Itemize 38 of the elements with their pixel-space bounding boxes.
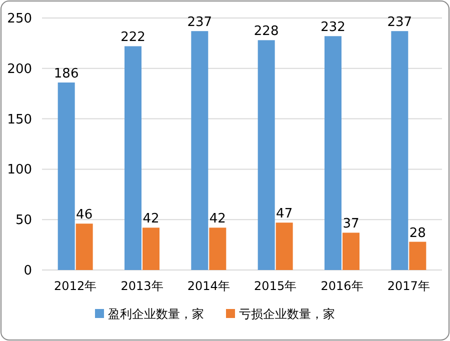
x-tick-label: 2013年: [120, 279, 164, 293]
bar: [209, 228, 226, 270]
data-label: 232: [320, 20, 346, 36]
x-tick-label: 2017年: [387, 279, 430, 293]
data-label: 47: [276, 206, 293, 222]
data-label: 222: [120, 30, 146, 46]
bar: [76, 224, 93, 270]
bar: [191, 31, 208, 270]
data-label: 237: [387, 15, 412, 30]
x-tick-label: 2014年: [187, 279, 230, 293]
x-tick-label: 2015年: [254, 279, 297, 293]
bar: [409, 242, 426, 270]
data-label: 237: [187, 15, 212, 30]
data-label: 37: [342, 216, 360, 232]
bar: [58, 82, 75, 270]
y-tick-label: 250: [7, 12, 32, 26]
y-tick-label: 200: [7, 62, 32, 77]
data-label: 28: [409, 226, 426, 241]
y-tick-label: 100: [7, 162, 32, 178]
bar: [391, 31, 408, 270]
bar: [258, 40, 275, 270]
x-tick-label: 2012年: [54, 279, 97, 293]
x-tick-label: 2016年: [320, 279, 364, 293]
data-label: 186: [54, 66, 79, 82]
y-tick-label: 0: [24, 264, 32, 278]
legend-label: 盈利企业数量，家: [108, 307, 204, 321]
y-tick-label: 50: [15, 213, 32, 228]
data-label: 42: [142, 212, 160, 227]
bar: [324, 36, 342, 270]
y-tick-label: 150: [7, 112, 32, 128]
data-label: 228: [254, 24, 279, 40]
bar: [142, 228, 160, 270]
data-label: 42: [209, 212, 226, 227]
data-label: 46: [76, 208, 93, 223]
bar: [276, 222, 293, 270]
bar: [342, 232, 360, 270]
legend-label: 亏损企业数量，家: [239, 307, 335, 321]
bar: [124, 46, 142, 270]
